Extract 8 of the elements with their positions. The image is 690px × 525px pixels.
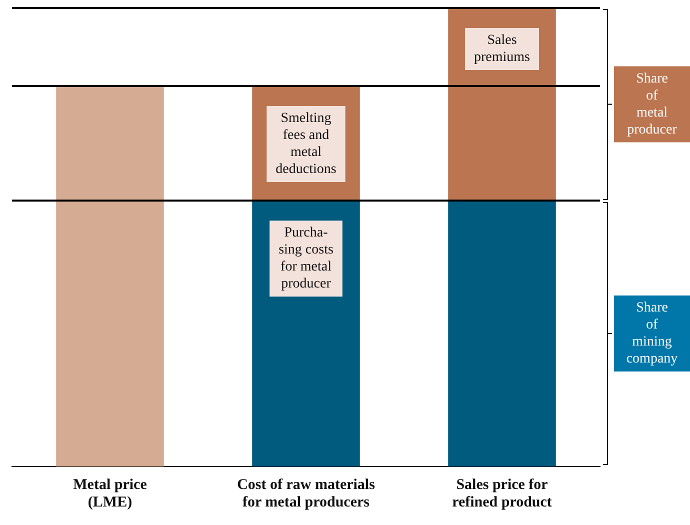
text: Share of mining company: [626, 300, 678, 367]
x-tick-label: Sales price for refined product: [452, 477, 552, 510]
text: Share of metal producer: [627, 71, 678, 138]
x-tick-label: Cost of raw materials for metal producers: [237, 477, 376, 510]
annotation: Sales premiums: [474, 33, 530, 66]
annotation: Purcha- sing costs for metal producer: [278, 226, 334, 292]
annotation: Smelting fees and metal deductions: [276, 111, 336, 178]
x-tick-label: Metal price (LME): [73, 477, 148, 510]
